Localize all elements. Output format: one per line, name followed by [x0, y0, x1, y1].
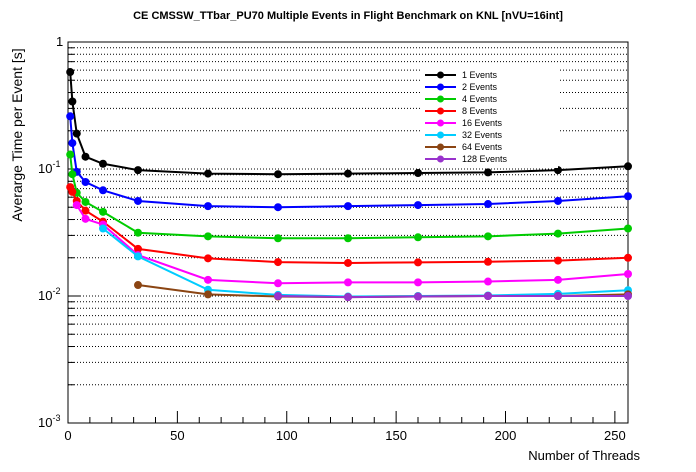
legend-entry: 2 Events — [425, 82, 498, 92]
legend-entry-label: 16 Events — [462, 118, 503, 128]
svg-text:10-2: 10-2 — [38, 286, 60, 303]
svg-text:100: 100 — [276, 428, 298, 443]
svg-text:10-1: 10-1 — [38, 159, 60, 176]
y-axis-label: Averarge Time per Event [s] — [9, 48, 25, 222]
svg-text:150: 150 — [385, 428, 407, 443]
svg-text:1: 1 — [56, 34, 63, 49]
series-2-events — [66, 112, 632, 212]
chart-title: CE CMSSW_TTbar_PU70 Multiple Events in F… — [133, 10, 563, 22]
series-1-events — [66, 68, 632, 179]
legend-entry: 1 Events — [425, 70, 498, 80]
y-axis-tick-labels: 1 10-1 10-2 10-3 — [38, 34, 63, 430]
svg-text:50: 50 — [170, 428, 184, 443]
legend-entry-label: 8 Events — [462, 106, 498, 116]
legend-entry-label: 1 Events — [462, 70, 498, 80]
x-axis-tick-labels: 0 50 100 150 200 250 — [64, 428, 625, 443]
series-4-events — [66, 150, 632, 243]
legend-entry: 8 Events — [425, 106, 498, 116]
legend-entry: 16 Events — [425, 118, 503, 128]
series-16-events — [72, 201, 632, 288]
legend-entry: 64 Events — [425, 142, 503, 152]
legend-entry: 4 Events — [425, 94, 498, 104]
svg-text:250: 250 — [604, 428, 626, 443]
svg-text:10-3: 10-3 — [38, 413, 60, 430]
x-axis-label: Number of Threads — [528, 448, 640, 463]
series-8-events — [66, 183, 632, 267]
legend-entry-label: 128 Events — [462, 154, 508, 164]
legend-entry-label: 64 Events — [462, 142, 503, 152]
legend-entry-label: 32 Events — [462, 130, 503, 140]
legend: 1 Events 2 Events 4 Events 8 Events 16 Event… — [420, 68, 558, 168]
svg-text:200: 200 — [495, 428, 517, 443]
x-axis-ticks — [67, 411, 616, 423]
legend-entry-label: 2 Events — [462, 82, 498, 92]
legend-entry: 32 Events — [425, 130, 503, 140]
svg-text:0: 0 — [64, 428, 71, 443]
legend-entry: 128 Events — [425, 154, 508, 164]
legend-entry-label: 4 Events — [462, 94, 498, 104]
series-128-events — [274, 292, 632, 302]
